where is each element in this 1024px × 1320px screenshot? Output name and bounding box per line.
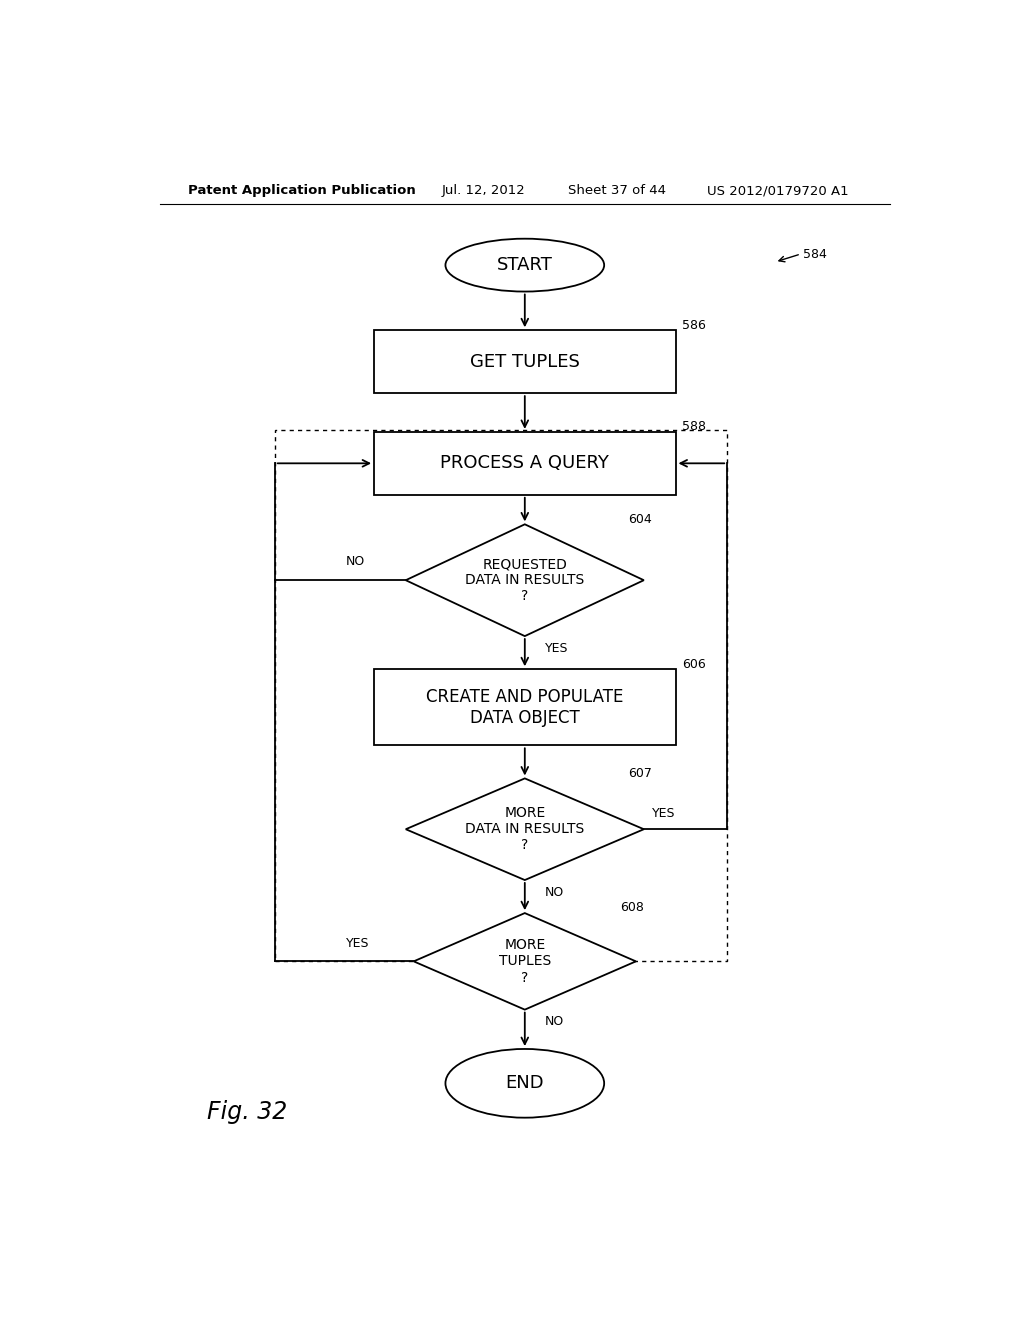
Text: 604: 604 xyxy=(628,512,651,525)
Text: YES: YES xyxy=(346,937,370,949)
Text: 606: 606 xyxy=(682,657,706,671)
Text: 608: 608 xyxy=(620,902,644,915)
Text: NO: NO xyxy=(346,556,366,569)
Text: NO: NO xyxy=(545,1015,564,1028)
Text: 607: 607 xyxy=(628,767,652,780)
Text: Sheet 37 of 44: Sheet 37 of 44 xyxy=(568,185,667,198)
Text: CREATE AND POPULATE
DATA OBJECT: CREATE AND POPULATE DATA OBJECT xyxy=(426,688,624,726)
Text: 584: 584 xyxy=(803,248,826,261)
Text: US 2012/0179720 A1: US 2012/0179720 A1 xyxy=(708,185,849,198)
Text: MORE
TUPLES
?: MORE TUPLES ? xyxy=(499,939,551,985)
Text: END: END xyxy=(506,1074,544,1093)
Text: Jul. 12, 2012: Jul. 12, 2012 xyxy=(441,185,525,198)
Text: YES: YES xyxy=(545,642,568,655)
Bar xyxy=(274,430,727,961)
Bar xyxy=(374,432,676,495)
Text: START: START xyxy=(497,256,553,275)
Text: Fig. 32: Fig. 32 xyxy=(207,1100,288,1123)
Text: YES: YES xyxy=(652,808,675,821)
Text: NO: NO xyxy=(545,886,564,899)
Polygon shape xyxy=(406,779,644,880)
Text: 586: 586 xyxy=(682,318,706,331)
Text: 588: 588 xyxy=(682,420,706,433)
Text: REQUESTED
DATA IN RESULTS
?: REQUESTED DATA IN RESULTS ? xyxy=(465,557,585,603)
Text: GET TUPLES: GET TUPLES xyxy=(470,352,580,371)
Text: PROCESS A QUERY: PROCESS A QUERY xyxy=(440,454,609,473)
Polygon shape xyxy=(406,524,644,636)
Polygon shape xyxy=(414,913,636,1010)
Bar xyxy=(374,669,676,746)
Text: MORE
DATA IN RESULTS
?: MORE DATA IN RESULTS ? xyxy=(465,807,585,853)
Text: Patent Application Publication: Patent Application Publication xyxy=(187,185,416,198)
Bar xyxy=(374,330,676,393)
